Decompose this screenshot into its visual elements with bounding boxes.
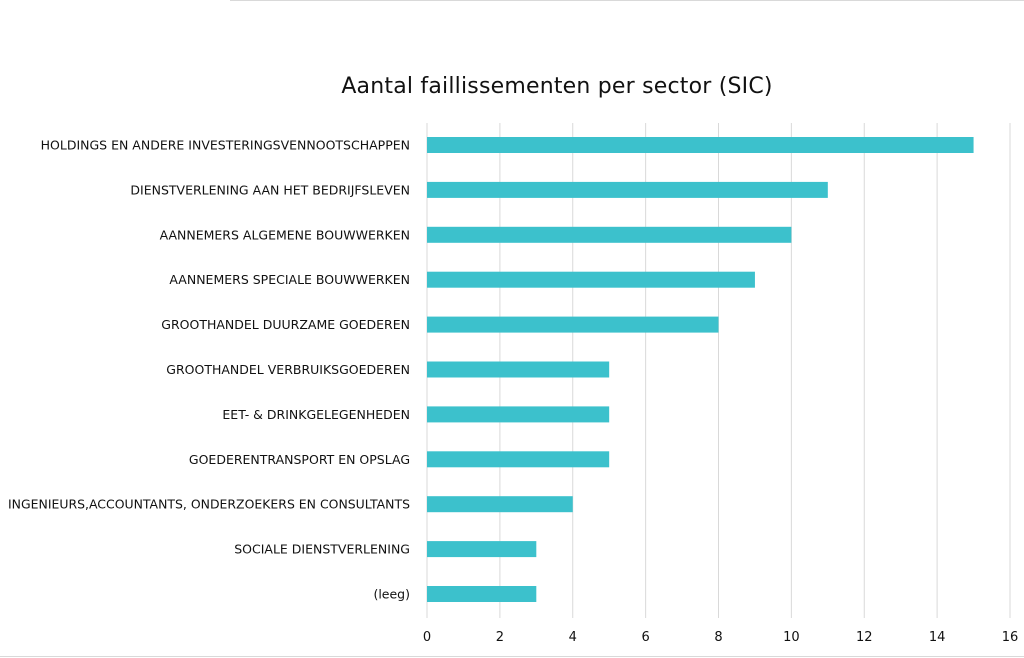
bar [427,316,719,333]
category-label: INGENIEURS,ACCOUNTANTS, ONDERZOEKERS EN … [8,497,410,512]
x-tick-label: 0 [423,630,431,645]
x-tick-label: 16 [1002,630,1019,645]
bar [427,271,755,288]
x-tick-label: 12 [856,630,873,645]
bar [427,361,610,378]
chart-title: Aantal faillissementen per sector (SIC) [341,74,773,99]
category-label: GROOTHANDEL DUURZAME GOEDEREN [161,317,410,332]
category-label: AANNEMERS ALGEMENE BOUWWERKEN [160,227,410,242]
x-tick-label: 6 [641,630,649,645]
bar [427,226,792,243]
x-tick-label: 4 [569,630,577,645]
category-label: HOLDINGS EN ANDERE INVESTERINGSVENNOOTSC… [41,138,410,153]
x-tick-label: 8 [714,630,722,645]
category-label: DIENSTVERLENING AAN HET BEDRIJFSLEVEN [130,182,410,197]
bar [427,541,537,558]
bar [427,586,537,602]
category-label: SOCIALE DIENSTVERLENING [234,542,410,557]
bar [427,137,974,153]
bar [427,181,828,198]
x-tick-label: 2 [496,630,504,645]
x-tick-labels: 0 2 4 6 8 10 12 14 16 [423,630,1018,645]
category-label: AANNEMERS SPECIALE BOUWWERKEN [169,272,410,287]
bar [427,496,573,513]
top-divider [230,0,1024,1]
category-label: GROOTHANDEL VERBRUIKSGOEDEREN [166,362,410,377]
x-tick-label: 10 [783,630,800,645]
category-label: (leeg) [373,587,410,602]
bar [427,406,610,423]
category-label: GOEDERENTRANSPORT EN OPSLAG [189,452,410,467]
category-labels: HOLDINGS EN ANDERE INVESTERINGSVENNOOTSC… [8,138,410,602]
bar [427,451,610,468]
bars [427,137,974,602]
category-label: EET- & DRINKGELEGENHEDEN [222,407,410,422]
x-tick-label: 14 [929,630,946,645]
bottom-divider [0,656,1024,657]
